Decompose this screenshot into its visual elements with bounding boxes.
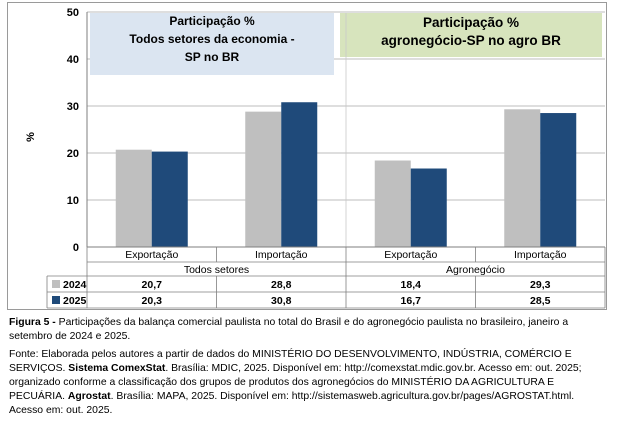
x-group-label: Todos setores — [184, 264, 249, 276]
x-category-label: Importação — [514, 249, 567, 261]
data-label-2024: 18,4 — [401, 279, 422, 291]
data-label-2024: 29,3 — [530, 279, 551, 291]
data-label-2024: 28,8 — [271, 279, 292, 291]
legend-label: 2025 — [63, 295, 87, 307]
bar-2025 — [410, 168, 447, 247]
x-category-label: Exportação — [384, 249, 437, 261]
chart: Participação % Todos setores da economia … — [25, 7, 606, 309]
x-category-label: Importação — [255, 249, 308, 261]
panel-title-line: SP no BR — [185, 50, 240, 64]
bar-2025 — [281, 102, 318, 248]
bar-2024 — [374, 160, 411, 247]
bar-2025 — [540, 113, 577, 247]
source-part-1: Fonte: Elaborada pelos autores a partir … — [9, 349, 572, 374]
y-tick-label: 30 — [67, 101, 79, 113]
caption-label: Figura 5 - — [9, 317, 59, 328]
source-bold-comexstat: Sistema ComexStat — [68, 363, 166, 374]
x-group-label: Agronegócio — [446, 264, 505, 276]
panel-title-line: Todos setores da economia - — [129, 32, 294, 46]
source-bold-agrostat: Agrostat — [67, 391, 111, 402]
figure-caption: Figura 5 - Participações da balança come… — [9, 316, 609, 344]
bar-2024 — [245, 111, 282, 247]
bar-2024 — [504, 109, 541, 247]
data-label-2025: 28,5 — [530, 295, 551, 307]
x-category-label: Exportação — [125, 249, 178, 261]
legend-swatch-2025 — [52, 296, 60, 304]
data-label-2025: 30,8 — [271, 295, 292, 307]
y-axis-title: % — [25, 132, 37, 142]
y-tick-label: 20 — [67, 148, 79, 160]
y-tick-label: 10 — [67, 195, 79, 207]
y-tick-label: 0 — [73, 242, 79, 254]
y-tick-label: 40 — [67, 54, 79, 66]
source-note: Fonte: Elaborada pelos autores a partir … — [9, 348, 609, 418]
title-panel — [340, 13, 602, 57]
bar-2024 — [115, 149, 152, 247]
data-label-2024: 20,7 — [142, 279, 163, 291]
legend-swatch-2024 — [52, 280, 60, 288]
legend-label: 2024 — [63, 279, 87, 291]
source-part-3: . Brasília: MAPA, 2025. Disponível em: h… — [9, 391, 575, 416]
panel-title-line: Participação % — [169, 14, 255, 28]
chart-frame: Participação % Todos setores da economia … — [7, 2, 607, 310]
title-panel — [90, 13, 334, 75]
source-part-2: . Brasília: MDIC, 2025. Disponível em: h… — [9, 363, 582, 402]
data-label-2025: 20,3 — [142, 295, 163, 307]
panel-title-line: agronegócio-SP no agro BR — [381, 33, 561, 48]
data-label-2025: 16,7 — [401, 295, 422, 307]
caption-text: Participações da balança comercial pauli… — [9, 317, 569, 342]
bar-2025 — [151, 151, 188, 247]
panel-title-line: Participação % — [423, 15, 519, 30]
y-tick-label: 50 — [67, 7, 79, 19]
